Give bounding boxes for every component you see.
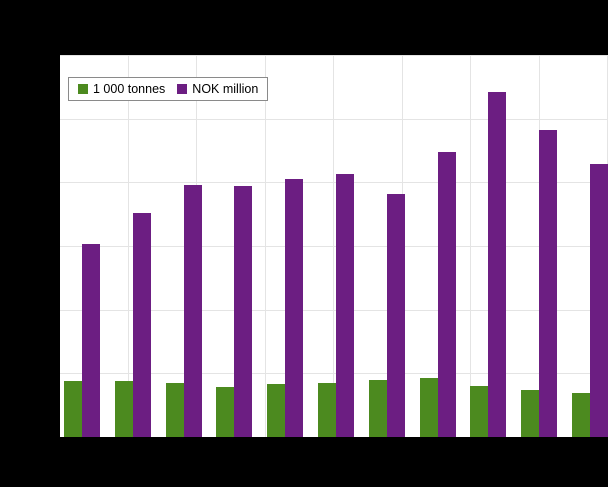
nok-million-bar bbox=[183, 184, 202, 437]
gridline-horizontal bbox=[60, 182, 608, 184]
bar-group bbox=[368, 55, 405, 437]
tonnes-bar bbox=[165, 382, 184, 437]
legend: 1 000 tonnes NOK million bbox=[68, 77, 269, 101]
bar-group bbox=[317, 55, 354, 437]
bar-group bbox=[216, 55, 253, 437]
tonnes-bar bbox=[368, 379, 387, 437]
bar-group bbox=[114, 55, 151, 437]
gridline-horizontal bbox=[60, 246, 608, 247]
legend-item: 1 000 tonnes bbox=[78, 82, 165, 96]
nok-million-bar bbox=[589, 163, 608, 437]
tonnes-bar bbox=[216, 386, 235, 437]
tonnes-bar bbox=[470, 386, 489, 437]
legend-label: 1 000 tonnes bbox=[93, 82, 166, 96]
tonnes-bar bbox=[267, 384, 286, 437]
bar-group bbox=[267, 55, 304, 437]
tonnes-bar bbox=[571, 393, 590, 437]
bar-group bbox=[419, 55, 456, 437]
gridline-horizontal bbox=[60, 309, 608, 311]
bar-group bbox=[64, 55, 100, 437]
gridline-vertical bbox=[470, 55, 471, 437]
bar-group bbox=[571, 55, 608, 437]
gridline-horizontal bbox=[60, 373, 608, 375]
nok-million-bar bbox=[82, 244, 100, 437]
nok-million-bar bbox=[285, 179, 304, 437]
tonnes-bar bbox=[317, 382, 336, 437]
legend-swatch-icon bbox=[177, 84, 188, 94]
tonnes-bar bbox=[114, 380, 133, 437]
gridline-vertical bbox=[538, 55, 540, 437]
gridline-horizontal bbox=[60, 118, 608, 120]
plot-area: 1 000 tonnes NOK million bbox=[60, 55, 608, 437]
nok-million-bar bbox=[132, 212, 151, 437]
legend-label: NOK million bbox=[192, 82, 259, 96]
gridline-vertical bbox=[127, 55, 129, 437]
nok-million-bar bbox=[488, 91, 507, 437]
bar-series-container bbox=[60, 55, 608, 437]
nok-million-bar bbox=[539, 130, 558, 437]
gridline-horizontal bbox=[60, 55, 608, 56]
tonnes-bar bbox=[521, 389, 540, 437]
legend-swatch-icon bbox=[78, 84, 88, 94]
bar-group bbox=[470, 55, 507, 437]
legend-item: NOK million bbox=[177, 82, 258, 96]
gridline-vertical bbox=[264, 55, 266, 437]
nok-million-bar bbox=[386, 193, 405, 437]
tonnes-bar bbox=[64, 380, 82, 437]
bar-group bbox=[165, 55, 202, 437]
nok-million-bar bbox=[437, 151, 456, 437]
tonnes-bar bbox=[419, 377, 438, 437]
bar-group bbox=[521, 55, 558, 437]
nok-million-bar bbox=[335, 174, 354, 437]
gridline-vertical bbox=[333, 55, 334, 437]
nok-million-bar bbox=[234, 186, 253, 437]
